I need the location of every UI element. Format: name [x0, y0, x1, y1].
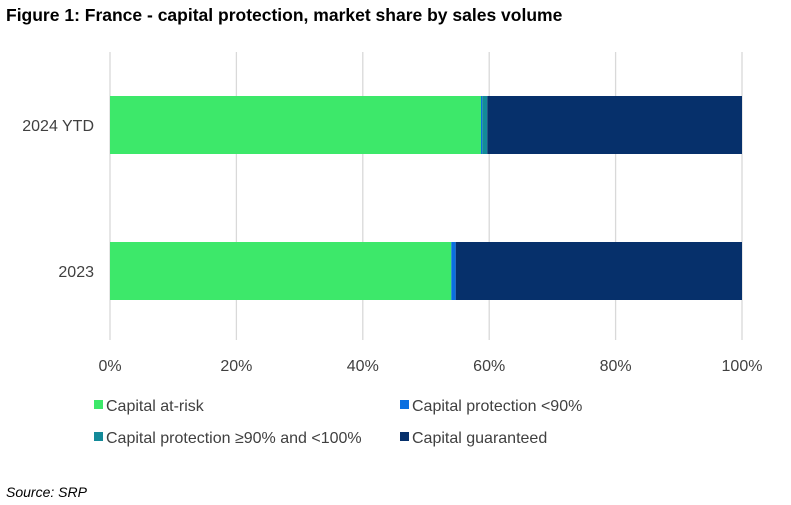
bars	[110, 96, 742, 300]
legend-label: Capital protection <90%	[412, 398, 582, 415]
x-tick-label: 20%	[220, 358, 252, 375]
x-tick-label: 80%	[600, 358, 632, 375]
y-axis-categories: 2024 YTD 2023	[22, 118, 94, 281]
chart-title: Figure 1: France - capital protection, m…	[6, 5, 563, 25]
x-axis-ticks: 0% 20% 40% 60% 80% 100%	[98, 358, 762, 375]
bar-segment	[455, 242, 742, 300]
x-tick-label: 60%	[473, 358, 505, 375]
x-tick-label: 100%	[722, 358, 763, 375]
legend-swatch	[94, 432, 103, 441]
x-tick-label: 0%	[98, 358, 121, 375]
legend-label: Capital protection ≥90% and <100%	[106, 430, 362, 447]
legend-swatch	[94, 400, 103, 409]
bar-segment	[480, 96, 483, 154]
legend: Capital at-risk Capital protection <90% Ca…	[94, 398, 582, 447]
bar-segment	[110, 242, 452, 300]
category-label: 2023	[58, 264, 94, 281]
x-tick-label: 40%	[347, 358, 379, 375]
bar-segment	[487, 96, 742, 154]
legend-swatch	[400, 432, 409, 441]
legend-label: Capital guaranteed	[412, 430, 547, 447]
bar-segment	[451, 242, 456, 300]
bar-segment	[110, 96, 481, 154]
legend-label: Capital at-risk	[106, 398, 205, 415]
category-label: 2024 YTD	[22, 118, 94, 135]
source-note: Source: SRP	[6, 484, 87, 500]
legend-swatch	[400, 400, 409, 409]
bar-segment	[482, 96, 488, 154]
